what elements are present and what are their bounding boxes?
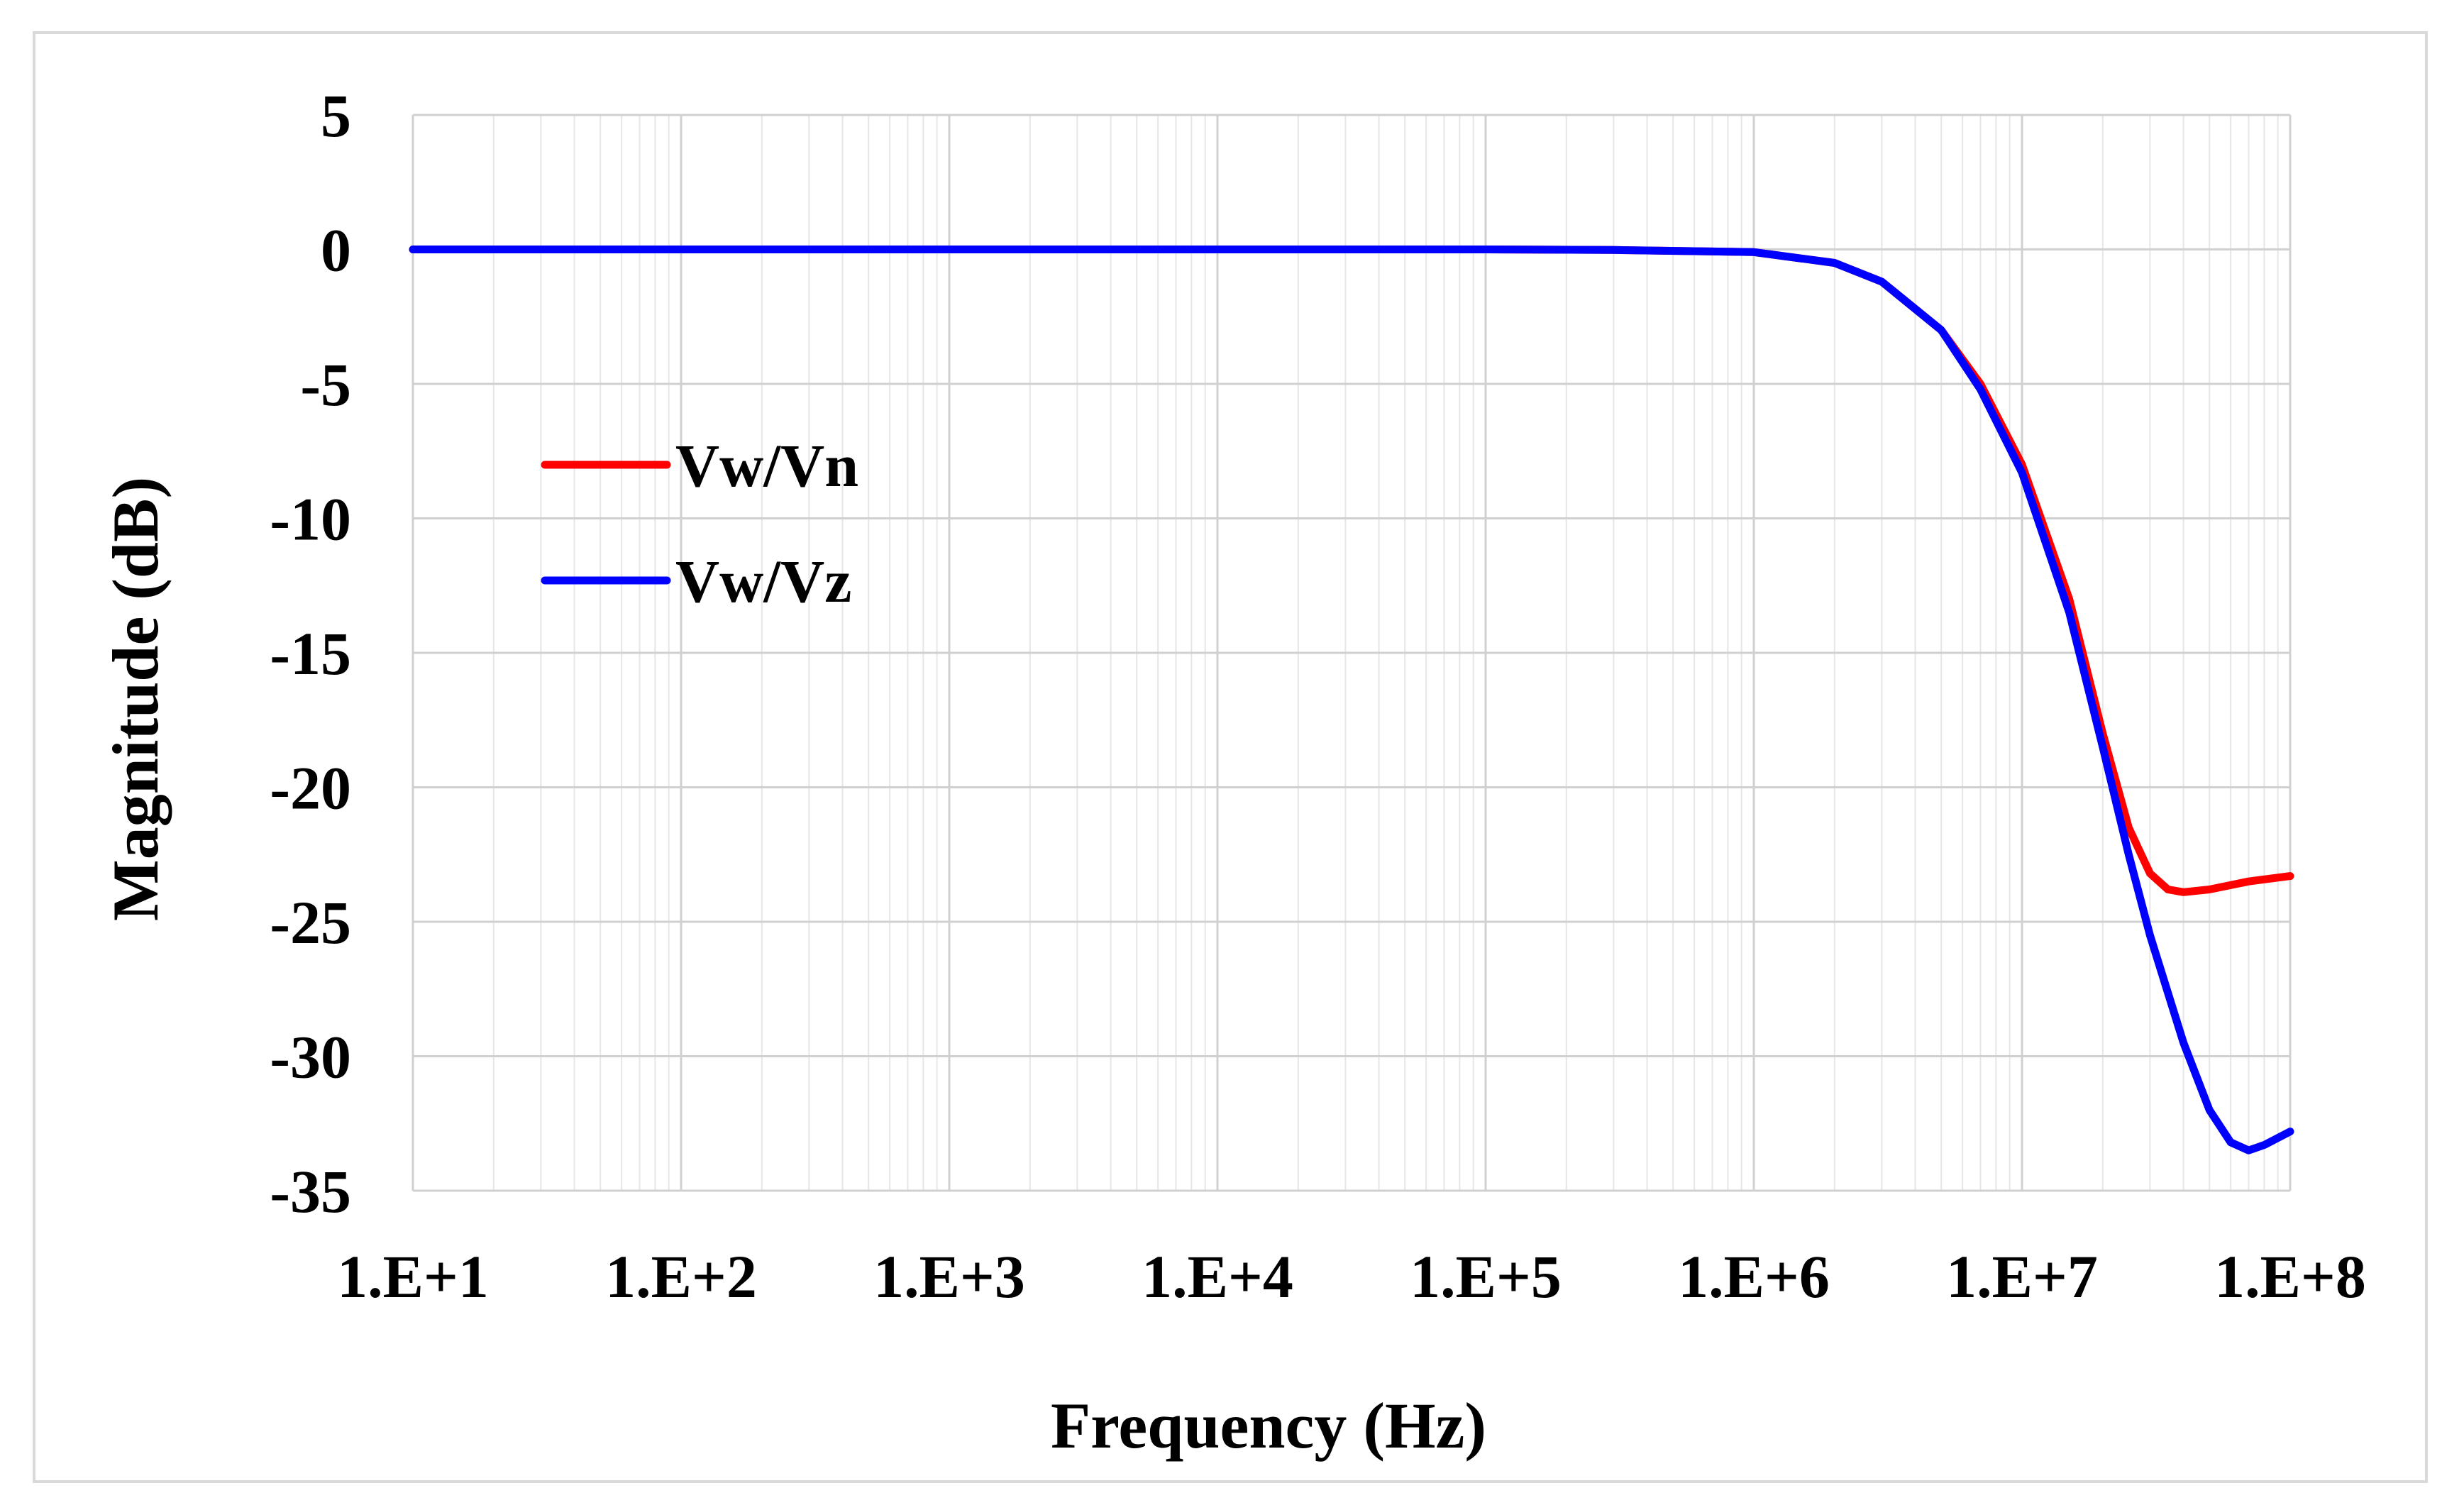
legend-label: Vw/Vz: [675, 547, 851, 615]
y-tick-label: -30: [270, 1023, 351, 1091]
legend: Vw/Vn Vw/Vz: [541, 431, 858, 615]
y-tick-label: 5: [321, 82, 351, 150]
chart-frame: [33, 31, 2428, 1483]
grid: [411, 114, 2292, 1192]
x-tick-label: 1.E+2: [605, 1242, 757, 1311]
y-tick-label: -25: [270, 888, 351, 957]
y-tick-label: -15: [270, 619, 351, 688]
x-tick-label: 1.E+1: [337, 1242, 489, 1311]
axes: 5 0 -5 -10 -15 -20 -25 -30 -35 1.E+1 1.E+2 1.E+3 1.E…: [270, 82, 2366, 1311]
x-tick-label: 1.E+8: [2214, 1242, 2366, 1311]
y-tick-label: -20: [270, 754, 351, 822]
x-tick-label: 1.E+5: [1410, 1242, 1562, 1311]
y-tick-label: -5: [300, 351, 351, 419]
y-axis-title: Magnitude (dB): [99, 477, 172, 921]
x-axis-title: Frequency (Hz): [1051, 1389, 1486, 1462]
y-tick-label: 0: [321, 216, 351, 285]
y-tick-label: -10: [270, 485, 351, 553]
series-line-blue: [409, 246, 2294, 1154]
legend-label: Vw/Vn: [675, 431, 858, 500]
x-tick-label: 1.E+4: [1142, 1242, 1293, 1311]
x-tick-label: 1.E+3: [873, 1242, 1025, 1311]
x-tick-label: 1.E+7: [1946, 1242, 2098, 1311]
y-tick-label: -35: [270, 1157, 351, 1225]
x-tick-label: 1.E+6: [1678, 1242, 1830, 1311]
series-layer: [409, 246, 2294, 1154]
